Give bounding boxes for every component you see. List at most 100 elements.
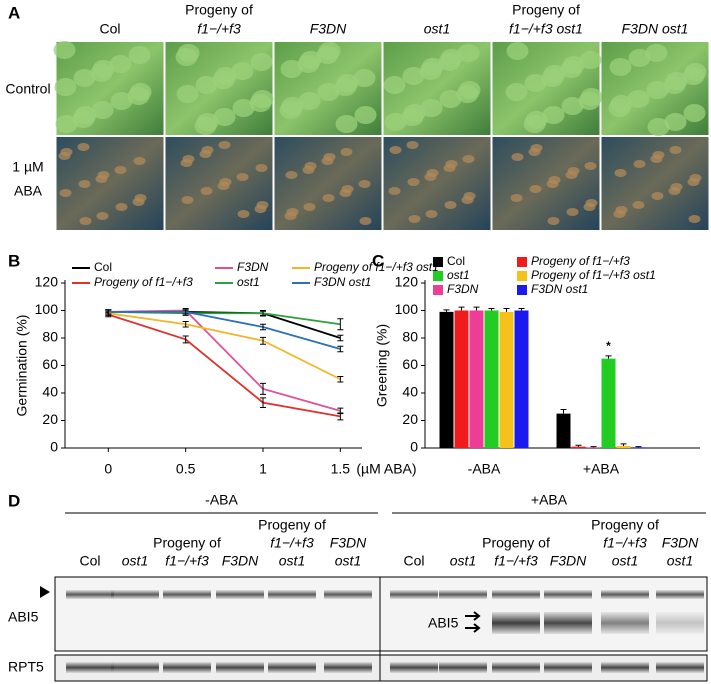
seed [458, 81, 481, 99]
seedling-photo [56, 137, 164, 230]
seed [530, 144, 543, 152]
lane-label: ost1 [667, 553, 693, 569]
seed [525, 111, 548, 129]
seed [439, 90, 462, 108]
seed [511, 153, 524, 161]
bar [469, 310, 484, 448]
legend-swatch [433, 285, 443, 295]
seed [74, 106, 97, 124]
seed [524, 74, 547, 92]
error-bar [260, 397, 266, 408]
seed [340, 148, 353, 156]
x-tick-label: -ABA [468, 461, 501, 477]
seed [547, 217, 560, 225]
lane-label: ost1 [335, 553, 361, 569]
error-bar [105, 309, 112, 315]
x-tick-label: 0.5 [176, 461, 196, 477]
seed [584, 162, 597, 170]
seed [407, 178, 420, 186]
seed [91, 101, 114, 119]
seed [566, 208, 579, 216]
error-bar [488, 307, 495, 311]
lane-label: F3DN [330, 535, 367, 551]
seed [388, 187, 401, 195]
seed [457, 44, 480, 62]
seed [510, 194, 523, 202]
error-bar [337, 407, 344, 415]
band [656, 590, 704, 599]
legend-label: Progeny of f1−/+f3 ost1 [531, 268, 656, 282]
lane-label: Progeny of [591, 517, 659, 533]
seed [506, 42, 529, 60]
series-line [108, 313, 341, 418]
seed [133, 157, 146, 165]
seed [55, 115, 78, 133]
seed [322, 194, 335, 202]
legend-label: Col [447, 254, 465, 268]
band [439, 662, 487, 673]
seed [54, 78, 77, 96]
y-axis-label: Germination (%) [14, 315, 30, 417]
seed [201, 146, 214, 154]
legend-label: Progeny of f1−/+f3 [94, 275, 193, 289]
group-label: +ABA [531, 492, 568, 508]
seed [402, 67, 425, 85]
bar [454, 310, 469, 448]
seed [529, 185, 542, 193]
seed [609, 58, 632, 76]
seed [59, 189, 72, 197]
arrow [465, 611, 481, 633]
y-tick-label: 100 [395, 301, 419, 317]
seed [304, 162, 317, 170]
seed [177, 44, 200, 62]
bar [616, 445, 631, 448]
seed [77, 143, 90, 151]
blot-label: ABI5 [8, 609, 39, 625]
y-tick-label: 0 [50, 439, 58, 455]
bar [631, 447, 646, 448]
lane-label: f1−/+f3 [165, 553, 209, 569]
seed [182, 155, 195, 163]
seed [115, 203, 128, 211]
seed [214, 67, 237, 85]
seed [389, 146, 402, 154]
band [492, 612, 540, 634]
band [601, 590, 649, 599]
seed [73, 69, 96, 87]
seed [646, 81, 669, 99]
y-tick-label: 40 [402, 384, 418, 400]
seed [231, 62, 254, 80]
band [544, 590, 592, 599]
seed [78, 180, 91, 188]
seed [665, 72, 688, 90]
seed [567, 167, 580, 175]
series-line [108, 310, 341, 350]
seed [299, 51, 322, 69]
lane-label: ost1 [450, 553, 476, 569]
error-bar [260, 310, 266, 317]
band [163, 590, 211, 599]
y-tick-label: 100 [35, 301, 59, 317]
seed [358, 180, 371, 188]
seed [645, 44, 668, 62]
error-bar [337, 345, 344, 353]
legend-swatch [433, 271, 443, 281]
bar [571, 446, 586, 448]
seed [303, 203, 316, 211]
bar [499, 311, 514, 448]
x-tick-label: 0 [104, 461, 112, 477]
band [216, 590, 264, 599]
seed [114, 166, 127, 174]
error-bar [458, 306, 465, 311]
lane-label: ost1 [122, 553, 148, 569]
column-label: F3DN ost1 [622, 21, 689, 37]
seed [462, 155, 475, 163]
column-label: F3DN [310, 21, 347, 37]
inner-label: ABI5 [428, 615, 459, 631]
bar [556, 413, 571, 448]
seed [286, 208, 299, 216]
legend-label: Progeny of f1−/+f3 ost1 [314, 260, 439, 274]
lane-label: F3DN [550, 553, 587, 569]
seed [196, 113, 219, 131]
seed [250, 53, 273, 71]
